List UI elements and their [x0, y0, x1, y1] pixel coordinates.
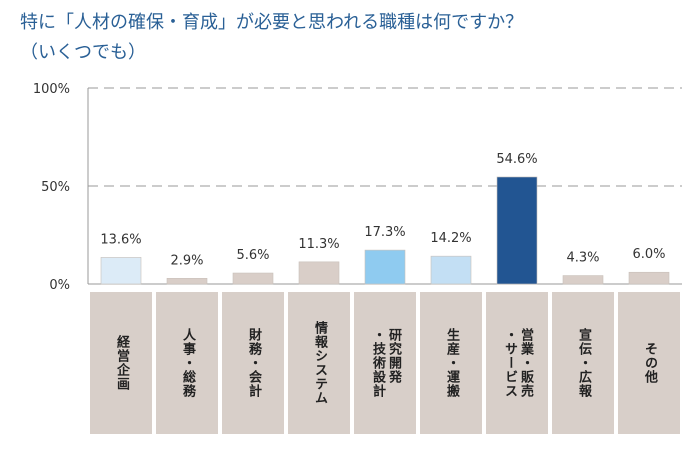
category-box: 情報システム [288, 292, 350, 434]
data-label: 14.2% [430, 231, 471, 246]
bar [628, 271, 670, 285]
category-box: 経営企画 [90, 292, 152, 434]
x-tick-label: その他 [642, 342, 657, 384]
bar [100, 257, 142, 285]
y-tick-label: 0% [49, 278, 70, 293]
bar [430, 255, 472, 285]
x-tick-label: 経営企画 [114, 335, 129, 391]
category-box: 営業・販売 ・サービス [486, 292, 548, 434]
bar [298, 261, 340, 285]
data-label: 5.6% [236, 248, 269, 263]
chart-title: 特に「人材の確保・育成」が必要と思われる職種は何ですか？ （いくつでも） [20, 8, 690, 68]
data-label: 4.3% [566, 251, 599, 266]
x-tick-label: 宣伝・広報 [576, 328, 591, 398]
bar [364, 249, 406, 285]
category-box: 人事・総務 [156, 292, 218, 434]
bar [232, 272, 274, 285]
y-tick-label: 50% [41, 180, 70, 195]
category-box: 研究開発 ・技術設計 [354, 292, 416, 434]
x-tick-label: 研究開発 ・技術設計 [370, 328, 401, 398]
data-label: 11.3% [298, 237, 339, 252]
x-tick-label: 生産・運搬 [444, 328, 459, 398]
category-box: その他 [618, 292, 680, 434]
category-box: 生産・運搬 [420, 292, 482, 434]
chart-title-line1: 特に「人材の確保・育成」が必要と思われる職種は何ですか？ [20, 12, 524, 33]
bar [562, 275, 604, 285]
data-label: 6.0% [632, 247, 665, 262]
bar [166, 278, 208, 285]
x-tick-label: 情報システム [312, 321, 327, 405]
category-box: 財務・会計 [222, 292, 284, 434]
y-tick-label: 100% [33, 82, 70, 97]
bar [496, 176, 538, 285]
x-tick-label: 財務・会計 [246, 328, 261, 398]
x-tick-label: 営業・販売 ・サービス [502, 328, 533, 398]
x-tick-label: 人事・総務 [180, 328, 195, 398]
data-label: 17.3% [364, 225, 405, 240]
data-label: 13.6% [100, 232, 141, 247]
data-label: 2.9% [170, 253, 203, 268]
data-label: 54.6% [496, 152, 537, 167]
chart-title-line2: （いくつでも） [20, 42, 146, 63]
category-box: 宣伝・広報 [552, 292, 614, 434]
